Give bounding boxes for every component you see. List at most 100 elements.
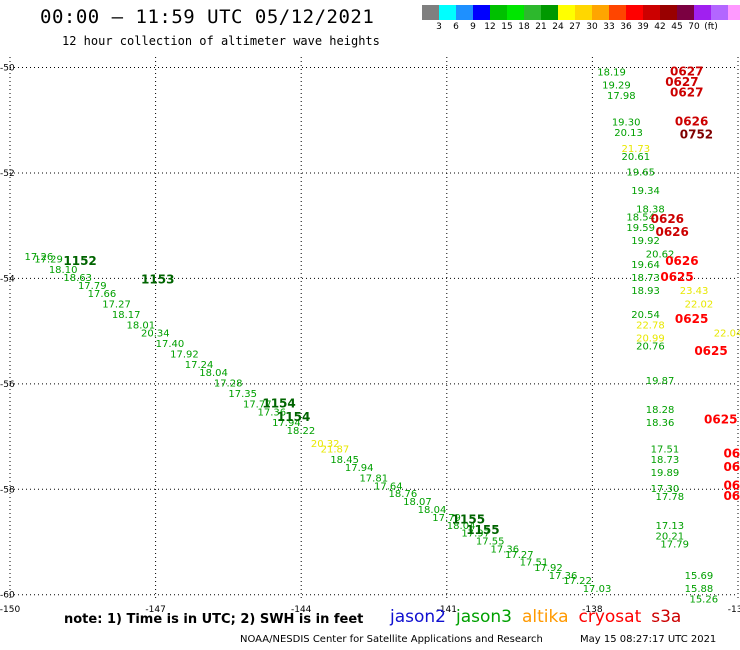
units-note: note: 1) Time is in UTC; 2) SWH is in fe…	[64, 612, 364, 627]
time-label: 1155	[466, 523, 499, 537]
swh-label: 22.02	[685, 299, 714, 310]
swh-label: 18.76	[389, 489, 418, 500]
time-label: 0626	[675, 115, 708, 129]
swh-label: 17.79	[432, 513, 461, 524]
swh-label: 18.38	[636, 205, 665, 216]
swh-label: 20.13	[614, 128, 643, 139]
swh-label: 17.30	[651, 484, 680, 495]
swh-label: 19.92	[631, 236, 660, 247]
time-label: 0627	[665, 75, 698, 89]
swh-label: 19.89	[651, 468, 680, 479]
x-tick-label: -144	[291, 605, 312, 615]
swh-label: 18.93	[631, 286, 660, 297]
time-label: 0625	[704, 412, 737, 426]
swh-label: 22.04	[714, 328, 740, 339]
colorbar-label: (ft)	[704, 22, 718, 32]
colorbar-swatch	[541, 5, 558, 20]
time-label: 0625	[660, 270, 693, 284]
time-label: 0625	[723, 447, 740, 461]
swh-label: 18.04	[418, 505, 447, 516]
swh-label: 20.61	[622, 152, 651, 163]
swh-label: 18.54	[626, 212, 655, 223]
time-label: 0627	[670, 64, 703, 78]
chart-subtitle: 12 hour collection of altimeter wave hei…	[62, 34, 380, 48]
colorbar-label: 24	[552, 22, 564, 32]
swh-label: 17.40	[156, 339, 185, 350]
time-label: 0752	[680, 128, 713, 142]
swh-label: 17.35	[228, 389, 257, 400]
swh-label: 20.34	[141, 328, 170, 339]
chart-title: 00:00 – 11:59 UTC 05/12/2021	[40, 6, 375, 28]
colorbar-label: 33	[603, 22, 615, 32]
swh-label: 17.26	[25, 252, 54, 263]
swh-label: 17.29	[34, 255, 63, 266]
time-label: 0626	[651, 212, 684, 226]
time-label: 1154	[277, 410, 310, 424]
swh-label: 15.88	[685, 584, 714, 595]
legend-cryosat: cryosat	[578, 607, 642, 627]
swh-label: 18.45	[330, 455, 359, 466]
colorbar-label: 27	[569, 22, 581, 32]
swh-label: 19.87	[646, 376, 675, 387]
swh-label: 17.28	[214, 378, 243, 389]
swh-label: 17.27	[102, 299, 131, 310]
swh-label: 15.69	[685, 571, 714, 582]
y-tick-label: -60	[0, 591, 15, 601]
time-label: 0625	[694, 344, 727, 358]
swh-label: 18.07	[403, 497, 432, 508]
swh-label: 17.55	[476, 537, 505, 548]
colorbar-label: 30	[586, 22, 598, 32]
colorbar-swatch	[694, 5, 711, 20]
swh-label: 22.78	[636, 321, 665, 332]
swh-label: 17.81	[359, 473, 388, 484]
swh-label: 17.64	[374, 481, 403, 492]
y-tick-label: -52	[0, 169, 15, 179]
colorbar-swatch	[711, 5, 728, 20]
swh-label: 18.73	[651, 455, 680, 466]
swh-label: 18.04	[447, 521, 476, 532]
swh-label: 18.04	[199, 368, 228, 379]
colorbar-swatch	[728, 5, 740, 20]
swh-label: 18.19	[597, 67, 626, 78]
swh-label: 18.28	[646, 405, 675, 416]
colorbar-label: 9	[470, 22, 476, 32]
time-label: 0625	[723, 489, 740, 503]
swh-label: 15.26	[689, 595, 718, 606]
swh-label: 17.22	[563, 576, 592, 587]
swh-label: 20.76	[636, 342, 665, 353]
colorbar-label: 6	[453, 22, 459, 32]
swh-label: 17.79	[660, 539, 689, 550]
colorbar-swatch	[592, 5, 609, 20]
y-tick-label: -50	[0, 64, 15, 74]
swh-label: 17.77	[243, 400, 272, 411]
colorbar-swatch	[473, 5, 490, 20]
x-tick-label: -150	[0, 605, 20, 615]
x-tick-label: -141	[437, 605, 457, 615]
swh-label: 17.27	[505, 550, 534, 561]
swh-label: 18.73	[631, 273, 660, 284]
time-label: 1155	[452, 513, 485, 527]
time-label: 1154	[262, 397, 295, 411]
swh-label: 17.03	[583, 584, 612, 595]
swh-label: 17.94	[272, 418, 301, 429]
colorbar-swatch	[524, 5, 541, 20]
legend-s3a: s3a	[651, 607, 682, 627]
swh-label: 19.29	[602, 81, 631, 92]
swh-label: 20.32	[311, 439, 340, 450]
time-label: 1152	[63, 254, 96, 268]
colorbar-swatch	[677, 5, 694, 20]
x-tick-label: -135	[728, 605, 740, 615]
y-tick-label: -56	[0, 380, 15, 390]
colorbar-swatch	[558, 5, 575, 20]
colorbar-label: 45	[671, 22, 683, 32]
swh-label: 17.36	[258, 407, 287, 418]
colorbar-swatch	[490, 5, 507, 20]
legend-jason2: jason2	[390, 607, 446, 627]
colorbar-label: 18	[518, 22, 530, 32]
swh-label: 17.51	[651, 444, 680, 455]
colorbar-swatch	[660, 5, 677, 20]
time-label: 0627	[670, 86, 703, 100]
swh-label: 17.36	[549, 571, 578, 582]
generation-timestamp: May 15 08:27:17 UTC 2021	[580, 634, 717, 645]
